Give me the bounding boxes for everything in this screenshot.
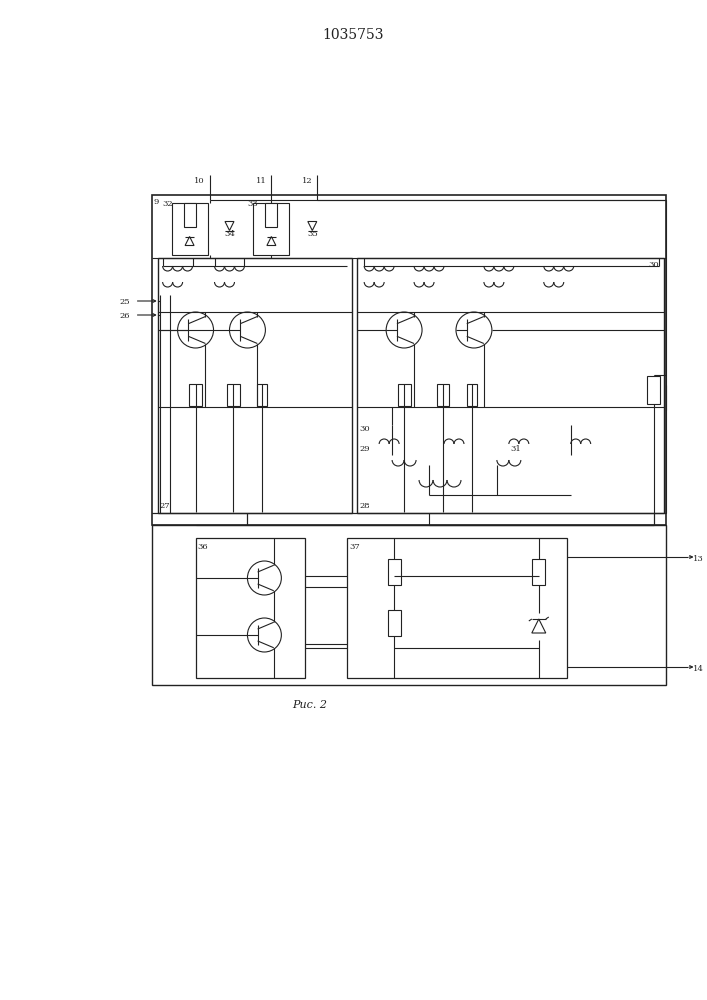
Bar <box>467 384 477 406</box>
Bar <box>647 376 660 404</box>
Bar <box>357 258 663 513</box>
Text: 36: 36 <box>197 543 208 551</box>
Bar <box>397 384 411 406</box>
Text: 28: 28 <box>359 502 370 510</box>
Bar <box>172 203 208 255</box>
Text: 11: 11 <box>256 177 267 185</box>
Text: 25: 25 <box>119 298 130 306</box>
Bar <box>532 559 545 585</box>
Bar <box>387 610 401 636</box>
Text: 29: 29 <box>359 445 370 453</box>
Text: 9: 9 <box>153 198 159 206</box>
Text: 37: 37 <box>349 543 360 551</box>
Text: 12: 12 <box>302 177 312 185</box>
Text: 14: 14 <box>694 665 704 673</box>
Bar <box>387 559 401 585</box>
Bar <box>152 195 665 525</box>
Text: 27: 27 <box>160 502 170 510</box>
Text: 10: 10 <box>194 177 204 185</box>
Bar <box>152 525 665 685</box>
Bar <box>196 538 305 678</box>
Bar <box>227 384 240 406</box>
Text: 13: 13 <box>694 555 704 563</box>
Bar <box>253 203 289 255</box>
Text: 34: 34 <box>225 230 235 238</box>
Text: 30: 30 <box>359 425 370 433</box>
Text: 26: 26 <box>119 312 130 320</box>
Text: 33: 33 <box>247 200 258 208</box>
Text: Рис. 2: Рис. 2 <box>292 700 327 710</box>
Bar <box>257 384 267 406</box>
Bar <box>184 203 196 227</box>
Bar <box>347 538 567 678</box>
Bar <box>189 384 202 406</box>
Text: 30: 30 <box>648 261 658 269</box>
Bar <box>158 258 352 513</box>
Text: 32: 32 <box>163 200 173 208</box>
Bar <box>265 203 277 227</box>
Text: 31: 31 <box>510 445 521 453</box>
Text: 35: 35 <box>308 230 318 238</box>
Bar <box>436 384 450 406</box>
Text: 1035753: 1035753 <box>322 28 384 42</box>
